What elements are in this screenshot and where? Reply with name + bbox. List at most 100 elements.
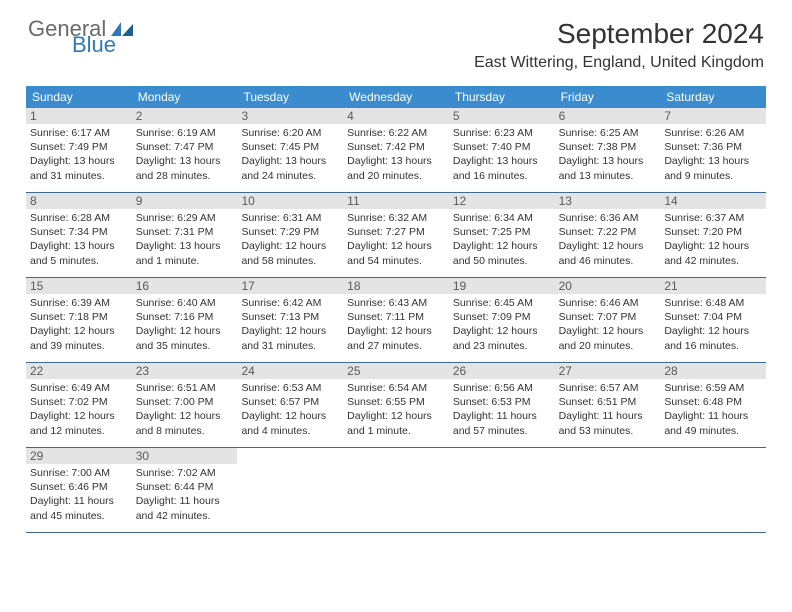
day1-text: Daylight: 13 hours (241, 154, 339, 168)
week-row: 22Sunrise: 6:49 AMSunset: 7:02 PMDayligh… (26, 363, 766, 448)
weekday-header: Friday (555, 86, 661, 108)
day-cell: 17Sunrise: 6:42 AMSunset: 7:13 PMDayligh… (237, 278, 343, 362)
day-number: 7 (660, 108, 766, 124)
day-cell: 22Sunrise: 6:49 AMSunset: 7:02 PMDayligh… (26, 363, 132, 447)
sunrise-text: Sunrise: 6:20 AM (241, 126, 339, 140)
day1-text: Daylight: 11 hours (559, 409, 657, 423)
sunset-text: Sunset: 7:11 PM (347, 310, 445, 324)
day2-text: and 39 minutes. (30, 339, 128, 353)
location: East Wittering, England, United Kingdom (474, 54, 764, 72)
day-number: 3 (237, 108, 343, 124)
sunset-text: Sunset: 7:40 PM (453, 140, 551, 154)
day2-text: and 54 minutes. (347, 254, 445, 268)
brand-logo: General Blue (28, 18, 133, 56)
day-number: 21 (660, 278, 766, 294)
day1-text: Daylight: 13 hours (664, 154, 762, 168)
sunset-text: Sunset: 7:27 PM (347, 225, 445, 239)
sunrise-text: Sunrise: 6:31 AM (241, 211, 339, 225)
sunrise-text: Sunrise: 6:23 AM (453, 126, 551, 140)
sunrise-text: Sunrise: 6:26 AM (664, 126, 762, 140)
sunset-text: Sunset: 7:49 PM (30, 140, 128, 154)
day-number: 16 (132, 278, 238, 294)
day-cell: 7Sunrise: 6:26 AMSunset: 7:36 PMDaylight… (660, 108, 766, 192)
sunrise-text: Sunrise: 6:42 AM (241, 296, 339, 310)
day1-text: Daylight: 13 hours (347, 154, 445, 168)
day2-text: and 1 minute. (347, 424, 445, 438)
day2-text: and 24 minutes. (241, 169, 339, 183)
day-number: 27 (555, 363, 661, 379)
weekday-header: Wednesday (343, 86, 449, 108)
day2-text: and 28 minutes. (136, 169, 234, 183)
sunset-text: Sunset: 7:18 PM (30, 310, 128, 324)
day1-text: Daylight: 11 hours (453, 409, 551, 423)
day-number: 17 (237, 278, 343, 294)
sunset-text: Sunset: 7:25 PM (453, 225, 551, 239)
sunset-text: Sunset: 7:29 PM (241, 225, 339, 239)
sunset-text: Sunset: 6:48 PM (664, 395, 762, 409)
day2-text: and 9 minutes. (664, 169, 762, 183)
sunrise-text: Sunrise: 6:37 AM (664, 211, 762, 225)
weekday-header-row: SundayMondayTuesdayWednesdayThursdayFrid… (26, 86, 766, 108)
day-cell: 29Sunrise: 7:00 AMSunset: 6:46 PMDayligh… (26, 448, 132, 532)
day-cell: 26Sunrise: 6:56 AMSunset: 6:53 PMDayligh… (449, 363, 555, 447)
sunset-text: Sunset: 6:53 PM (453, 395, 551, 409)
title-block: September 2024 East Wittering, England, … (474, 18, 764, 72)
sunrise-text: Sunrise: 6:25 AM (559, 126, 657, 140)
day-cell: 30Sunrise: 7:02 AMSunset: 6:44 PMDayligh… (132, 448, 238, 532)
day2-text: and 5 minutes. (30, 254, 128, 268)
day2-text: and 4 minutes. (241, 424, 339, 438)
sunrise-text: Sunrise: 6:40 AM (136, 296, 234, 310)
sunrise-text: Sunrise: 6:19 AM (136, 126, 234, 140)
sunrise-text: Sunrise: 6:29 AM (136, 211, 234, 225)
sunrise-text: Sunrise: 6:28 AM (30, 211, 128, 225)
day1-text: Daylight: 12 hours (136, 409, 234, 423)
day-number: 25 (343, 363, 449, 379)
sunrise-text: Sunrise: 6:22 AM (347, 126, 445, 140)
sunrise-text: Sunrise: 6:57 AM (559, 381, 657, 395)
day2-text: and 58 minutes. (241, 254, 339, 268)
sunset-text: Sunset: 7:02 PM (30, 395, 128, 409)
week-row: 29Sunrise: 7:00 AMSunset: 6:46 PMDayligh… (26, 448, 766, 533)
sunset-text: Sunset: 6:46 PM (30, 480, 128, 494)
sunset-text: Sunset: 7:45 PM (241, 140, 339, 154)
day-cell: 1Sunrise: 6:17 AMSunset: 7:49 PMDaylight… (26, 108, 132, 192)
sunrise-text: Sunrise: 6:54 AM (347, 381, 445, 395)
weekday-header: Monday (132, 86, 238, 108)
sunrise-text: Sunrise: 6:32 AM (347, 211, 445, 225)
day-cell: 19Sunrise: 6:45 AMSunset: 7:09 PMDayligh… (449, 278, 555, 362)
weekday-header: Sunday (26, 86, 132, 108)
day1-text: Daylight: 12 hours (241, 324, 339, 338)
day1-text: Daylight: 12 hours (453, 324, 551, 338)
day-cell: 18Sunrise: 6:43 AMSunset: 7:11 PMDayligh… (343, 278, 449, 362)
day2-text: and 12 minutes. (30, 424, 128, 438)
sunset-text: Sunset: 7:00 PM (136, 395, 234, 409)
day2-text: and 42 minutes. (136, 509, 234, 523)
week-row: 15Sunrise: 6:39 AMSunset: 7:18 PMDayligh… (26, 278, 766, 363)
day-number: 19 (449, 278, 555, 294)
day2-text: and 16 minutes. (664, 339, 762, 353)
day-cell: 11Sunrise: 6:32 AMSunset: 7:27 PMDayligh… (343, 193, 449, 277)
day-cell: 20Sunrise: 6:46 AMSunset: 7:07 PMDayligh… (555, 278, 661, 362)
sunrise-text: Sunrise: 6:45 AM (453, 296, 551, 310)
sunrise-text: Sunrise: 6:43 AM (347, 296, 445, 310)
sunrise-text: Sunrise: 6:53 AM (241, 381, 339, 395)
day2-text: and 53 minutes. (559, 424, 657, 438)
day2-text: and 16 minutes. (453, 169, 551, 183)
day-cell: 21Sunrise: 6:48 AMSunset: 7:04 PMDayligh… (660, 278, 766, 362)
day-number: 23 (132, 363, 238, 379)
day1-text: Daylight: 13 hours (453, 154, 551, 168)
day-number: 13 (555, 193, 661, 209)
day-cell (449, 448, 555, 532)
day-number: 18 (343, 278, 449, 294)
sunrise-text: Sunrise: 6:49 AM (30, 381, 128, 395)
day-cell: 24Sunrise: 6:53 AMSunset: 6:57 PMDayligh… (237, 363, 343, 447)
day-number: 30 (132, 448, 238, 464)
day-cell: 5Sunrise: 6:23 AMSunset: 7:40 PMDaylight… (449, 108, 555, 192)
day1-text: Daylight: 12 hours (664, 324, 762, 338)
sunrise-text: Sunrise: 7:02 AM (136, 466, 234, 480)
day1-text: Daylight: 12 hours (136, 324, 234, 338)
day1-text: Daylight: 12 hours (30, 324, 128, 338)
day-number: 29 (26, 448, 132, 464)
day-cell: 28Sunrise: 6:59 AMSunset: 6:48 PMDayligh… (660, 363, 766, 447)
sunset-text: Sunset: 7:42 PM (347, 140, 445, 154)
